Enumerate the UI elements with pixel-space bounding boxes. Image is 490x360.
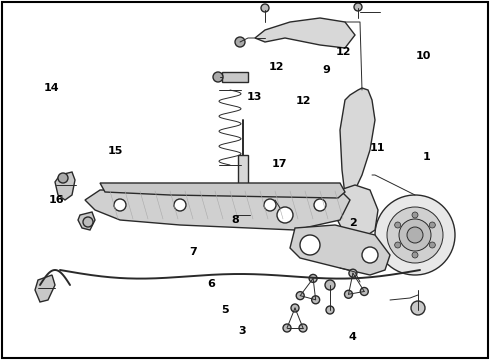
Polygon shape [35, 275, 55, 302]
Circle shape [399, 219, 431, 251]
Circle shape [360, 288, 368, 296]
Polygon shape [55, 172, 75, 200]
Polygon shape [78, 212, 95, 230]
Text: 8: 8 [231, 215, 239, 225]
Circle shape [264, 199, 276, 211]
Circle shape [114, 199, 126, 211]
Circle shape [58, 173, 68, 183]
Circle shape [277, 207, 293, 223]
Circle shape [325, 280, 335, 290]
Circle shape [362, 247, 378, 263]
Text: 12: 12 [269, 62, 285, 72]
Circle shape [83, 217, 93, 227]
Text: 2: 2 [349, 218, 357, 228]
Polygon shape [340, 88, 375, 200]
Circle shape [411, 301, 425, 315]
Polygon shape [100, 183, 345, 198]
Text: 10: 10 [416, 51, 432, 61]
Polygon shape [290, 225, 390, 275]
Circle shape [309, 274, 317, 282]
Circle shape [344, 290, 352, 298]
Circle shape [314, 199, 326, 211]
Circle shape [174, 199, 186, 211]
Text: 17: 17 [271, 159, 287, 169]
Circle shape [407, 227, 423, 243]
Circle shape [429, 242, 435, 248]
Circle shape [237, 214, 249, 226]
Circle shape [213, 72, 223, 82]
Circle shape [394, 222, 401, 228]
Circle shape [299, 324, 307, 332]
Circle shape [296, 292, 304, 300]
Text: 3: 3 [239, 326, 246, 336]
Text: 14: 14 [44, 83, 59, 93]
Circle shape [387, 207, 443, 263]
Text: 4: 4 [349, 332, 357, 342]
Circle shape [429, 222, 435, 228]
Circle shape [312, 296, 319, 304]
Text: 9: 9 [322, 65, 330, 75]
Text: 13: 13 [247, 92, 263, 102]
Text: 12: 12 [296, 96, 312, 106]
Text: 11: 11 [369, 143, 385, 153]
Text: 6: 6 [207, 279, 215, 289]
Text: 1: 1 [422, 152, 430, 162]
Polygon shape [222, 72, 248, 82]
Circle shape [349, 269, 357, 277]
Text: 12: 12 [335, 47, 351, 57]
Polygon shape [335, 185, 378, 240]
Text: 16: 16 [49, 195, 64, 205]
Circle shape [375, 195, 455, 275]
Circle shape [412, 252, 418, 258]
Circle shape [235, 37, 245, 47]
Text: 15: 15 [107, 146, 123, 156]
Circle shape [326, 306, 334, 314]
Circle shape [412, 212, 418, 218]
Polygon shape [85, 190, 350, 230]
Circle shape [300, 235, 320, 255]
Circle shape [283, 324, 291, 332]
Text: 5: 5 [221, 305, 229, 315]
Circle shape [291, 304, 299, 312]
Circle shape [354, 3, 362, 11]
Circle shape [261, 4, 269, 12]
Circle shape [394, 242, 401, 248]
Text: 7: 7 [190, 247, 197, 257]
Polygon shape [255, 18, 355, 48]
Polygon shape [238, 155, 248, 215]
